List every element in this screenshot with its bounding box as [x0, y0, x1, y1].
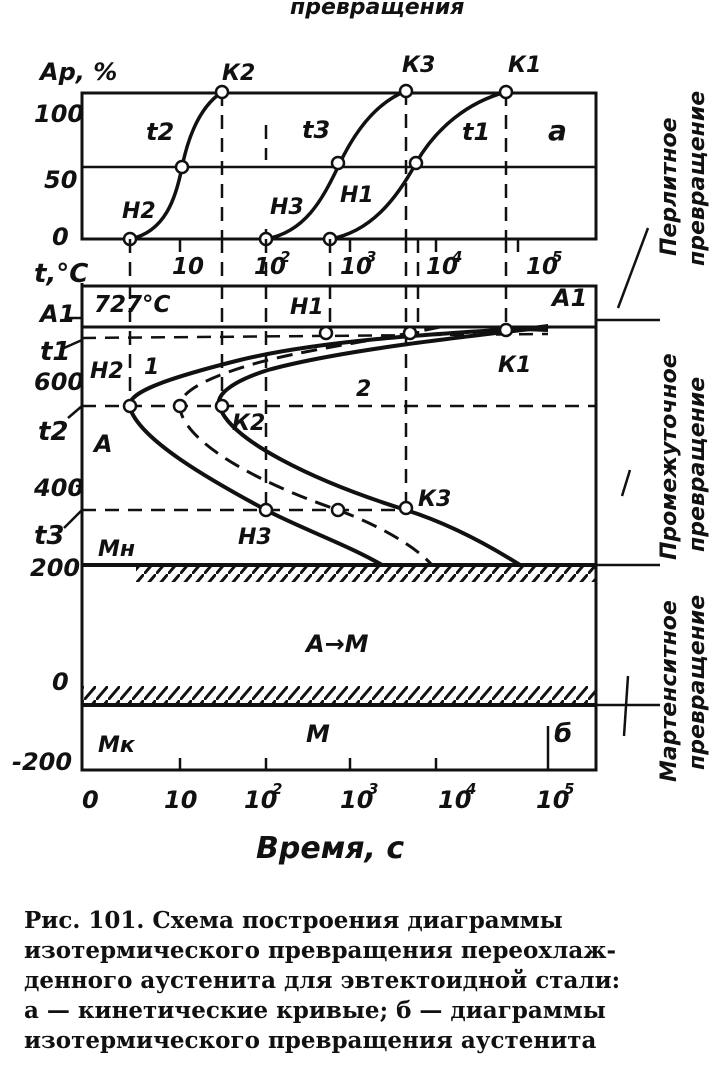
panel-a-xtick-1000-exp: 3 — [366, 248, 376, 266]
panel-b-xtick-100000: 10 — [536, 786, 569, 814]
panel-b-letter: б — [554, 719, 572, 749]
caption-line-5: изотермического превращения аустенита — [24, 1027, 597, 1054]
panel-b-xtick-10000-exp: 4 — [465, 780, 476, 798]
caption-line-1: Рис. 101. Схема построения диаграммы — [24, 907, 563, 934]
panel-b-point-K1: К1 — [498, 353, 531, 378]
panel-a-point-H2: Н2 — [122, 199, 156, 224]
panel-a-kinetic-curves: Ар, % 100 50 0 а 10 10 2 10 3 10 4 10 5 — [34, 53, 598, 280]
panel-b-ytick-minus200: -200 — [12, 748, 72, 776]
panel-b-xtick-10: 10 — [164, 786, 197, 814]
panel-b-xtick-1000-exp: 3 — [368, 780, 378, 798]
panel-b-region-M: M — [306, 720, 330, 748]
panel-a-point-H1: Н1 — [340, 183, 374, 208]
top-fragment-text: превращения — [290, 0, 464, 20]
side-label-martensite-1: Мартенситное — [657, 600, 682, 782]
panel-b-mk-label: Мк — [98, 733, 136, 758]
side-label-pearlite-1: Перлитное — [657, 117, 682, 256]
panel-b-point-H2: Н2 — [90, 359, 124, 384]
figure-caption: Рис. 101. Схема построения диаграммы изо… — [24, 906, 704, 1056]
panel-a-xtick-100000-exp: 5 — [552, 248, 562, 266]
panel-a-point-K1: К1 — [508, 53, 541, 78]
panel-a-ytick-0: 0 — [52, 223, 69, 251]
panel-b-a1-value: 727°С — [94, 292, 171, 318]
panel-b-mark-t1: t1 — [40, 337, 71, 367]
caption-line-3: денного аустенита для эвтектоидной стали… — [24, 967, 621, 994]
panel-b-mark-t2: t2 — [38, 417, 69, 447]
panel-a-xtick-10000: 10 — [426, 254, 458, 280]
panel-b-a1-right: A1 — [550, 284, 587, 312]
panel-b-xlabel: Время, с — [256, 831, 404, 866]
panel-b-ytick-600: 600 — [34, 368, 84, 396]
panel-a-xtick-100000: 10 — [526, 254, 558, 280]
mn-hatch-band — [136, 566, 596, 582]
panel-a-point-K3: К3 — [402, 53, 435, 78]
panel-a-point-H3: Н3 — [270, 195, 304, 220]
panel-a-ylabel: Ар, % — [38, 58, 117, 86]
mk-hatch-band — [82, 686, 596, 704]
panel-b-point-K2: К2 — [232, 411, 265, 436]
panel-a-curve-label-t3: t3 — [302, 116, 330, 144]
panel-a-curve-label-t1: t1 — [462, 118, 490, 146]
panel-b-ytick-0: 0 — [52, 668, 69, 696]
panel-a-ytick-50: 50 — [44, 166, 77, 194]
panel-a-ytick-100: 100 — [34, 100, 84, 128]
panel-b-frame — [80, 284, 598, 772]
side-boundaries — [596, 227, 660, 737]
panel-b-mn-label: Мн — [98, 537, 135, 562]
panel-b-xtick-100: 10 — [244, 786, 277, 814]
panel-b-ylabel: t,°С — [34, 259, 88, 289]
panel-a-curve-label-t2: t2 — [146, 118, 174, 146]
panel-b-region-A-to-M: A→M — [304, 630, 369, 658]
caption-line-2: изотермического превращения переохлаж- — [24, 937, 617, 964]
panel-a-xtick-100-exp: 2 — [280, 248, 290, 266]
ttt-diagram-figure: превращения Ар, % 100 50 0 а 10 10 2 10 … — [12, 0, 710, 866]
panel-b-xtick-1000: 10 — [340, 786, 373, 814]
panel-a-xtick-10000-exp: 4 — [451, 248, 462, 266]
panel-b-ytick-200: 200 — [30, 554, 80, 582]
panel-b-region-A: A — [92, 430, 113, 458]
panel-b-mark-A1: A1 — [38, 300, 75, 328]
panel-b-curve-2: 2 — [356, 377, 371, 402]
panel-b-xtick-100000-exp: 5 — [564, 780, 574, 798]
panel-b-xtick-0: 0 — [82, 786, 99, 814]
panel-a-point-K2: К2 — [222, 61, 255, 86]
panel-b-point-H3: Н3 — [238, 525, 272, 550]
panel-b-point-K3: К3 — [418, 487, 451, 512]
side-label-pearlite-2: превращение — [685, 91, 710, 266]
panel-b-xtick-100-exp: 2 — [272, 780, 282, 798]
panel-b-xtick-10000: 10 — [438, 786, 471, 814]
caption-line-4: а — кинетические кривые; б — диаграммы — [24, 997, 606, 1024]
panel-a-letter: а — [548, 114, 567, 147]
panel-b-ttt-diagram: t,°С A1 t1 600 t2 400 t3 200 0 -200 727°… — [12, 259, 598, 866]
panel-a-xtick-1000: 10 — [340, 254, 372, 280]
side-label-martensite-2: превращение — [685, 595, 710, 770]
side-label-intermediate-1: Промежуточное — [657, 353, 682, 560]
side-label-intermediate-2: превращение — [685, 377, 710, 552]
panel-b-ytick-400: 400 — [33, 474, 84, 502]
panel-a-xtick-10: 10 — [172, 254, 204, 280]
panel-b-curve-1: 1 — [144, 355, 159, 380]
panel-b-point-H1: Н1 — [290, 295, 324, 320]
panel-b-mark-t3: t3 — [34, 521, 65, 551]
c-curve-start-H1-K2 — [127, 325, 549, 567]
panel-a-xtick-100: 10 — [254, 254, 286, 280]
